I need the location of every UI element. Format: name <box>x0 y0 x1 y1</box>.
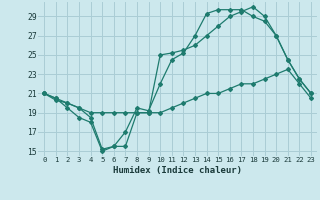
X-axis label: Humidex (Indice chaleur): Humidex (Indice chaleur) <box>113 166 242 175</box>
